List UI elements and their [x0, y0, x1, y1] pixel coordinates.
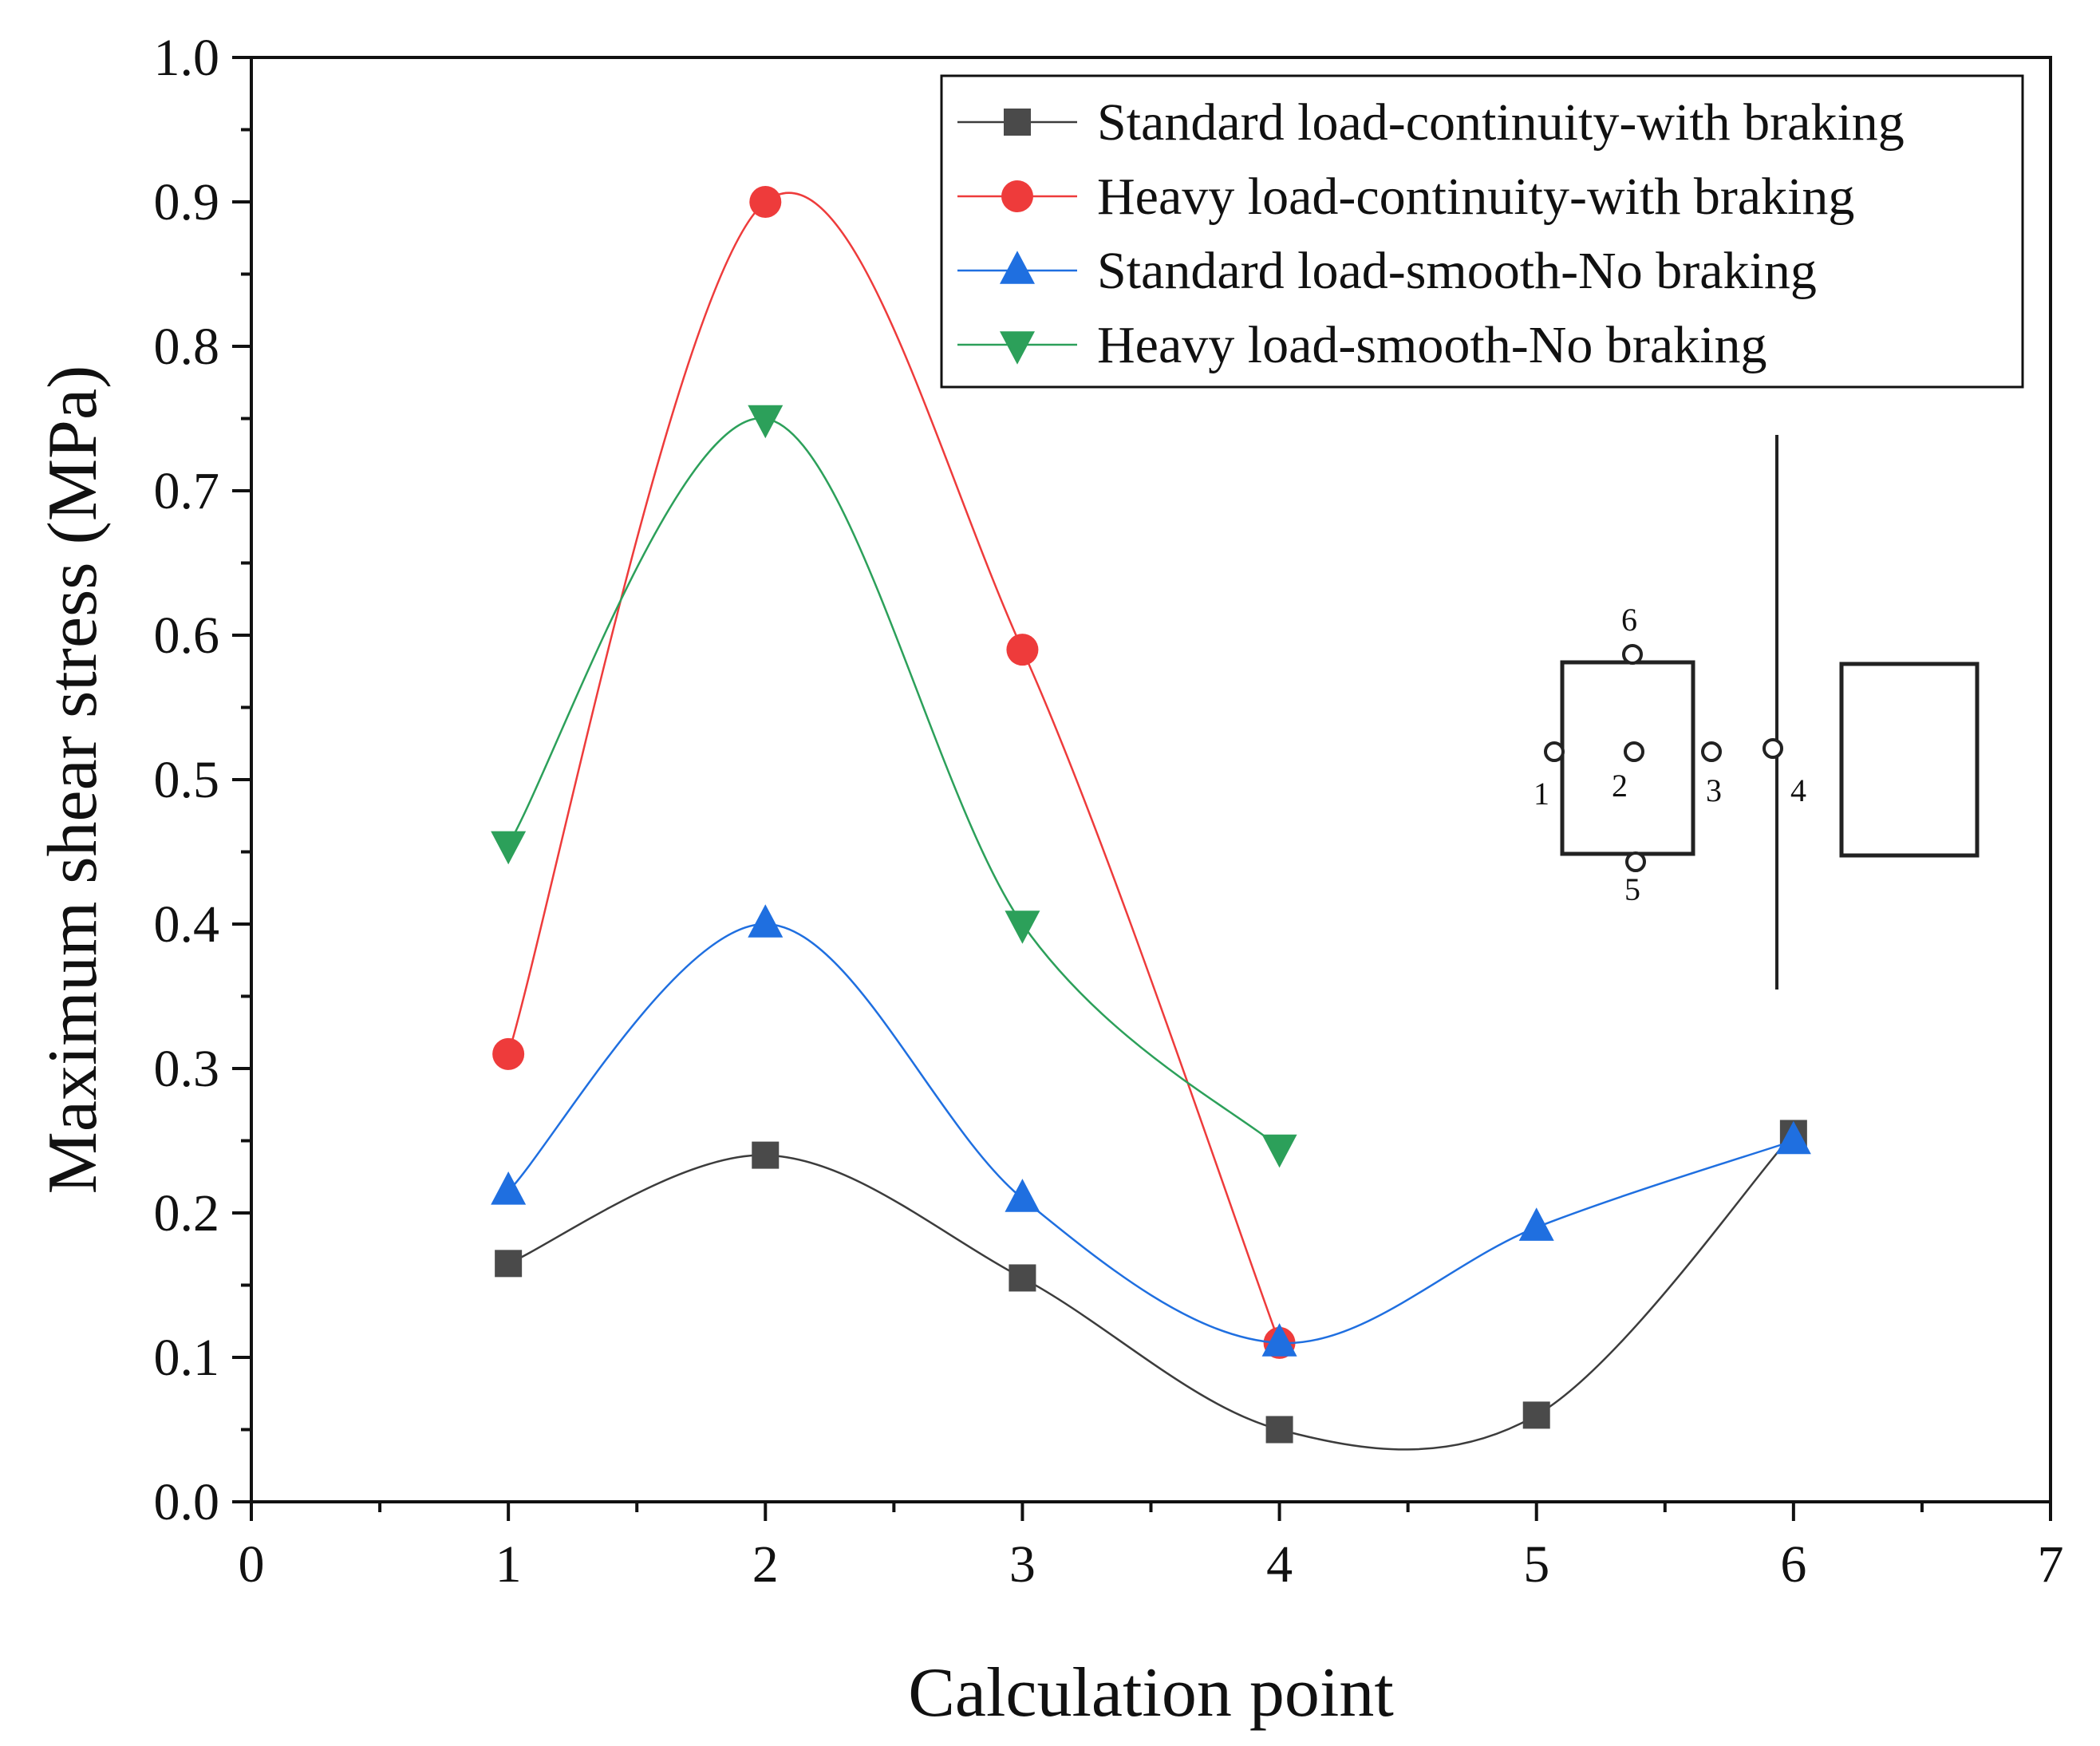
data-point: [1006, 634, 1039, 666]
inset-label-1: 1: [1534, 776, 1549, 812]
legend-label: Heavy load-continuity-with braking: [1097, 168, 1854, 226]
y-tick-label: 0.9: [154, 173, 220, 231]
x-tick-label: 6: [1780, 1535, 1806, 1594]
data-point: [492, 1037, 525, 1070]
legend-entry-1: Standard load-continuity-with braking: [957, 93, 1905, 152]
axes: 0 1 2 3 4 5 6 7 0.0 0.1 0.2 0.3 0.4 0.5 0.6 0.7 0.8 0.9 1.…: [34, 29, 2064, 1732]
inset-point-marker-5: [1625, 851, 1646, 872]
legend-marker: [1004, 109, 1031, 136]
legend-box: [940, 74, 2024, 389]
series-4: [491, 405, 1297, 1168]
data-point: [1009, 1264, 1036, 1292]
y-tick-label: 0.3: [154, 1040, 220, 1098]
y-tick-label: 0.8: [154, 318, 220, 376]
y-tick-label: 0.5: [154, 751, 220, 809]
series-line: [507, 922, 1794, 1345]
data-point: [1518, 1207, 1554, 1241]
inset-label-6: 6: [1621, 602, 1637, 638]
x-tick-label: 2: [752, 1535, 779, 1594]
data-point: [1775, 1120, 1811, 1155]
inset-label-4: 4: [1790, 772, 1806, 808]
y-tick-label: 1.0: [154, 29, 220, 87]
inset-point-marker-4: [1762, 738, 1783, 759]
data-point: [748, 904, 784, 938]
series-line: [507, 1132, 1794, 1451]
x-tick-label: 1: [495, 1535, 522, 1594]
series-3: [491, 904, 1811, 1357]
legend-entry-2: Heavy load-continuity-with braking: [957, 168, 1854, 226]
legend-marker: [1000, 331, 1035, 365]
data-point: [748, 405, 784, 439]
series-line: [507, 417, 1281, 1149]
legend-marker: [1000, 251, 1035, 284]
data-point: [1005, 911, 1040, 944]
y-tick-label: 0.6: [154, 606, 220, 665]
series-layer: [491, 186, 1811, 1451]
data-point: [1005, 1179, 1040, 1212]
x-axis-title: Calculation point: [908, 1654, 1394, 1732]
legend-entry-3: Standard load-smooth-No braking: [957, 242, 1817, 300]
data-point: [1522, 1401, 1550, 1429]
data-point: [1261, 1134, 1297, 1168]
data-point: [495, 1250, 523, 1278]
data-point: [1265, 1416, 1293, 1444]
series-1: [495, 1120, 1807, 1451]
x-tick-label: 7: [2038, 1535, 2064, 1594]
legend-marker: [1001, 180, 1033, 212]
inset-label-2: 2: [1612, 768, 1628, 804]
inset-point-marker-6: [1622, 644, 1643, 665]
x-tick-label: 3: [1009, 1535, 1036, 1594]
legend: Standard load-continuity-with braking Hea…: [940, 74, 2024, 389]
series-line: [507, 192, 1281, 1344]
inset-label-5: 5: [1624, 871, 1640, 907]
y-tick-label: 0.2: [154, 1184, 220, 1242]
x-tick-label: 4: [1266, 1535, 1293, 1594]
inset-diagram: 1 2 3 4 5 6: [1534, 435, 1980, 990]
legend-entry-4: Heavy load-smooth-No braking: [957, 316, 1766, 374]
x-tick-label: 5: [1523, 1535, 1549, 1594]
y-axis-title: Maximum shear stress (MPa): [34, 365, 112, 1195]
data-point: [749, 186, 782, 218]
y-tick-label: 0.4: [154, 895, 220, 954]
data-point: [491, 831, 527, 865]
legend-label: Standard load-continuity-with braking: [1097, 93, 1905, 152]
inset-label-3: 3: [1706, 772, 1722, 808]
inset-point-marker-2: [1624, 741, 1644, 762]
legend-label: Heavy load-smooth-No braking: [1097, 316, 1766, 374]
y-tick-label: 0.0: [154, 1473, 220, 1531]
data-point: [491, 1171, 527, 1205]
inset-point-marker-1: [1544, 741, 1565, 762]
inset-right-box: [1839, 662, 1980, 858]
y-tick-label: 0.1: [154, 1329, 220, 1387]
data-point: [1261, 1323, 1297, 1357]
y-tick-label: 0.7: [154, 462, 220, 520]
data-point: [752, 1141, 780, 1169]
legend-label: Standard load-smooth-No braking: [1097, 242, 1817, 300]
inset-point-marker-3: [1701, 741, 1722, 762]
x-tick-label: 0: [239, 1535, 265, 1594]
